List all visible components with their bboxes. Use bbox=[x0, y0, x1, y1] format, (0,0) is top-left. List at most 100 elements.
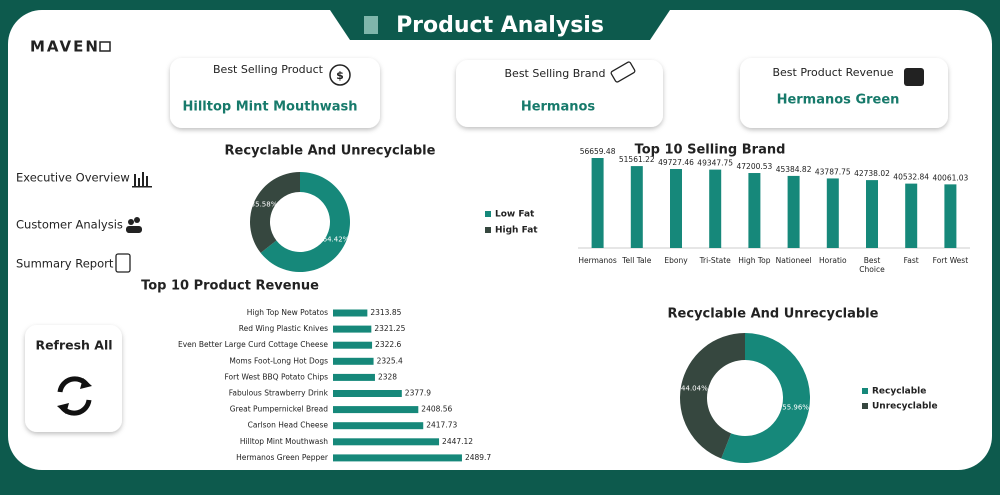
bar bbox=[333, 309, 368, 317]
legend-label: Low Fat bbox=[495, 210, 535, 220]
legend-swatch bbox=[862, 388, 868, 394]
slice-label: 35.58% bbox=[251, 200, 278, 208]
legend-label: Recyclable bbox=[872, 387, 926, 397]
slice-label: 64.42% bbox=[323, 236, 350, 244]
legend-label: High Fat bbox=[495, 226, 538, 236]
value-label: 2313.85 bbox=[370, 308, 401, 317]
kpi-value: Hilltop Mint Mouthwash bbox=[183, 100, 358, 115]
value-label: 49727.46 bbox=[658, 158, 694, 167]
value-label: 2489.7 bbox=[465, 453, 491, 462]
bar bbox=[333, 325, 372, 333]
y-tick-label: Hilltop Mint Mouthwash bbox=[240, 437, 328, 446]
dollar-sign: $ bbox=[336, 69, 344, 82]
x-tick-label: Hermanos bbox=[578, 256, 616, 265]
chart-title: Recyclable And Unrecyclable bbox=[668, 307, 879, 322]
value-label: 42738.02 bbox=[854, 169, 890, 178]
title-icon bbox=[364, 16, 378, 34]
y-tick-label: Fabulous Strawberry Drink bbox=[229, 389, 329, 398]
kpi-value: Hermanos bbox=[521, 100, 596, 115]
bar bbox=[866, 180, 878, 248]
chart-title: Top 10 Selling Brand bbox=[635, 143, 786, 158]
y-tick-label: Hermanos Green Pepper bbox=[236, 453, 329, 462]
bar bbox=[905, 183, 918, 248]
value-label: 47200.53 bbox=[737, 162, 773, 171]
value-label: 2377.9 bbox=[405, 389, 431, 398]
bar bbox=[630, 166, 643, 248]
donut-slice bbox=[249, 172, 300, 253]
bar bbox=[670, 169, 682, 248]
bar bbox=[333, 341, 373, 349]
page-title: Product Analysis bbox=[396, 13, 604, 38]
bar bbox=[333, 390, 402, 397]
y-tick-label: Red Wing Plastic Knives bbox=[239, 324, 328, 333]
value-label: 2321.25 bbox=[374, 324, 405, 333]
report-icon bbox=[115, 253, 131, 273]
chart-title: Top 10 Product Revenue bbox=[141, 279, 319, 294]
value-label: 2328 bbox=[378, 372, 397, 381]
value-label: 2447.12 bbox=[442, 437, 473, 446]
money-icon bbox=[904, 68, 924, 86]
kpi-label: Best Product Revenue bbox=[772, 66, 893, 79]
chart-icon bbox=[132, 172, 152, 188]
value-label: 45384.82 bbox=[776, 165, 812, 174]
bar bbox=[787, 175, 800, 248]
value-label: 56659.48 bbox=[580, 147, 616, 156]
y-tick-label: Even Better Large Curd Cottage Cheese bbox=[178, 340, 328, 349]
donut-slice bbox=[721, 333, 810, 463]
x-tick-label: Tell Tale bbox=[621, 256, 651, 265]
legend-swatch bbox=[862, 403, 868, 409]
refresh-label: Refresh All bbox=[35, 338, 112, 353]
chart-title: Recyclable And Unrecyclable bbox=[225, 144, 436, 159]
value-label: 49347.75 bbox=[697, 159, 733, 168]
value-label: 2408.56 bbox=[421, 405, 452, 414]
bar bbox=[748, 173, 761, 248]
nav-link[interactable]: Executive Overview bbox=[16, 171, 130, 185]
legend-label: Unrecyclable bbox=[872, 402, 938, 412]
tag-icon bbox=[610, 61, 636, 83]
people-icon bbox=[126, 217, 142, 233]
bar bbox=[333, 438, 440, 446]
dollar-icon bbox=[329, 64, 351, 86]
x-tick-label: Horatio bbox=[819, 256, 847, 265]
value-label: 40061.03 bbox=[933, 173, 969, 182]
y-tick-label: High Top New Potatos bbox=[247, 308, 328, 317]
x-tick-label: Fast bbox=[904, 256, 919, 265]
kpi-card bbox=[456, 60, 663, 127]
x-tick-label: Best Choice bbox=[859, 256, 885, 274]
y-tick-label: Great Pumpernickel Bread bbox=[230, 405, 328, 414]
kpi-card bbox=[170, 58, 380, 128]
x-tick-label: High Top bbox=[738, 256, 771, 265]
bar bbox=[333, 357, 374, 365]
bar bbox=[944, 184, 957, 248]
x-tick-label: Fort West bbox=[933, 256, 969, 265]
y-tick-label: Fort West BBQ Potato Chips bbox=[225, 372, 329, 381]
legend-swatch bbox=[485, 227, 491, 233]
nav-link[interactable]: Summary Report bbox=[16, 257, 114, 271]
donut-slice bbox=[679, 333, 745, 459]
value-label: 2322.6 bbox=[375, 340, 401, 349]
donut-slice bbox=[260, 172, 350, 272]
value-label: 2417.73 bbox=[426, 421, 457, 430]
y-tick-label: Moms Foot-Long Hot Dogs bbox=[229, 356, 328, 365]
value-label: 40532.84 bbox=[893, 173, 929, 182]
bar bbox=[333, 454, 462, 462]
title-tab bbox=[330, 10, 670, 40]
bar bbox=[709, 169, 722, 248]
bar bbox=[826, 178, 839, 248]
kpi-value: Hermanos Green bbox=[777, 93, 900, 108]
x-tick-label: Ebony bbox=[664, 256, 688, 265]
x-tick-label: Tri-State bbox=[699, 256, 732, 265]
kpi-card bbox=[740, 58, 948, 128]
refresh-arrows bbox=[57, 378, 92, 414]
bar bbox=[333, 406, 419, 414]
kpi-label: Best Selling Brand bbox=[505, 67, 606, 80]
legend-swatch bbox=[485, 211, 491, 217]
slice-label: 44.04% bbox=[681, 384, 708, 392]
nav-link[interactable]: Customer Analysis bbox=[16, 218, 123, 232]
value-label: 2325.4 bbox=[377, 356, 403, 365]
x-tick-label: Nationeel bbox=[776, 256, 812, 265]
kpi-label: Best Selling Product bbox=[213, 63, 324, 76]
y-tick-label: Carlson Head Cheese bbox=[248, 421, 329, 430]
bar bbox=[591, 158, 604, 248]
